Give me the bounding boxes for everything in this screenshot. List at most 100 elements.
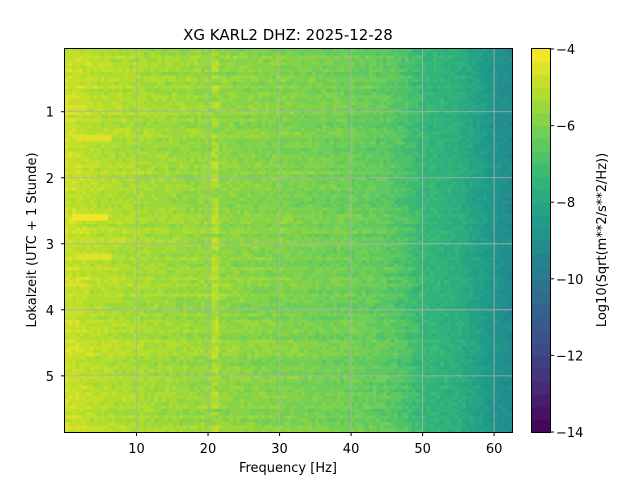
heatmap-cell [451,49,456,53]
heatmap-cell [268,82,274,86]
heatmap-cell [275,128,281,133]
heatmap-cell [311,138,316,143]
heatmap-cell [250,95,256,100]
heatmap-cell [150,141,155,146]
heatmap-cell [175,58,181,63]
heatmap-cell [222,49,227,53]
heatmap-cell [190,62,195,67]
heatmap-cell [179,49,184,53]
heatmap-cell [422,124,427,129]
heatmap-cell [315,144,320,149]
heatmap-cell [444,124,449,129]
heatmap-cell [204,111,209,116]
heatmap-cell [261,124,266,129]
heatmap-cell [186,55,191,60]
heatmap-cell [476,75,481,80]
heatmap-cell [236,105,241,110]
heatmap-cell [157,141,163,146]
heatmap-cell [376,91,381,96]
heatmap-cell [118,55,123,60]
heatmap-cell [486,118,492,123]
heatmap-cell [68,62,73,67]
heatmap-cell [411,78,417,83]
heatmap-cell [386,141,392,146]
heatmap-cell [451,111,456,116]
heatmap-cell [458,72,463,77]
heatmap-cell [304,101,309,106]
heatmap-cell [97,49,102,53]
heatmap-cell [183,108,188,113]
heatmap-cell [122,141,127,146]
heatmap-cell [186,134,191,139]
heatmap-cell [79,65,84,70]
heatmap-cell [426,85,431,90]
heatmap-cell [247,68,252,73]
heatmap-cell [404,65,409,70]
heatmap-cell [154,95,159,100]
heatmap-cell [122,82,127,86]
heatmap-cell [154,118,159,123]
heatmap-cell [304,111,309,116]
heatmap-cell [404,128,409,133]
heatmap-cell [326,128,331,133]
heatmap-cell [115,55,120,60]
heatmap-cell [143,141,148,146]
heatmap-cell [275,98,281,103]
heatmap-cell [365,141,370,146]
heatmap-cell [483,121,488,126]
heatmap-cell [504,115,510,119]
heatmap-cell [454,68,459,73]
heatmap-cell [497,65,502,70]
heatmap-cell [75,75,80,80]
heatmap-cell [175,68,181,73]
heatmap-cell [444,49,449,53]
heatmap-cell [404,72,409,77]
heatmap-cell [233,95,238,100]
heatmap-cell [465,138,470,143]
heatmap-cell [229,82,234,86]
heatmap-cell [132,141,138,146]
heatmap-cell [90,124,95,129]
heatmap-cell [197,49,202,53]
heatmap-cell [208,95,213,100]
heatmap-cell [168,82,173,86]
heatmap-cell [318,65,324,70]
heatmap-cell [483,88,488,93]
heatmap-cell [190,85,195,90]
heatmap-cell [436,85,442,90]
heatmap-cell [136,65,141,70]
heatmap-cell [233,98,238,103]
heatmap-cell [132,49,138,53]
heatmap-cell [311,105,316,110]
heatmap-cell [472,68,477,73]
heatmap-cell [122,128,127,133]
heatmap-cell [193,98,198,103]
heatmap-cell [222,138,227,143]
heatmap-cell [193,52,198,57]
heatmap-cell [436,95,442,100]
heatmap-cell [200,82,206,86]
heatmap-cell [479,134,484,139]
heatmap-cell [354,78,359,83]
heatmap-cell [265,105,270,110]
heatmap-cell [351,82,356,86]
heatmap-cell [272,115,277,119]
heatmap-cell [75,85,80,90]
heatmap-cell [172,65,177,70]
heatmap-cell [351,121,356,126]
heatmap-cell [444,128,449,133]
heatmap-cell [161,111,166,116]
heatmap-cell [140,128,145,133]
heatmap-cell [397,52,402,57]
heatmap-cell [132,75,138,80]
heatmap-cell [479,91,484,96]
heatmap-cell [390,108,395,113]
heatmap-cell [190,68,195,73]
heatmap-cell [86,91,91,96]
heatmap-cell [508,72,513,77]
heatmap-cell [308,55,313,60]
heatmap-cell [476,78,481,83]
heatmap-cell [243,118,248,123]
heatmap-cell [401,138,406,143]
heatmap-cell [326,85,331,90]
